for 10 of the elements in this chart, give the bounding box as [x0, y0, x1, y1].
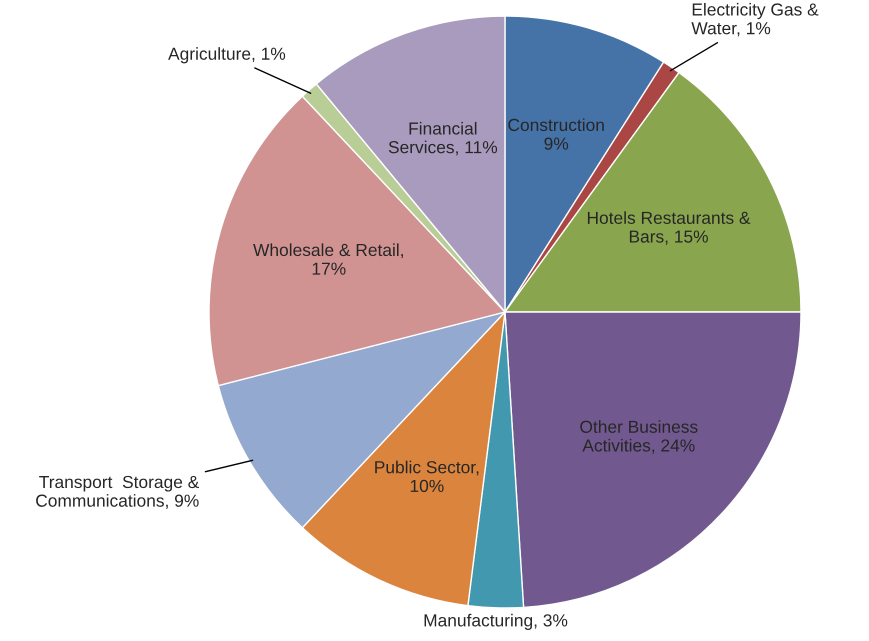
slice-label: Hotels Restaurants & Bars, 15%: [588, 211, 750, 245]
slice-label: Public Sector, 10%: [375, 460, 478, 492]
slice-label: Electricity Gas & Water, 1%: [691, 2, 818, 36]
slice-label: Financial Services, 11%: [388, 122, 498, 156]
slice-label: Manufacturing, 3%: [424, 614, 568, 630]
slice-label: Wholesale & Retail, 17%: [253, 243, 403, 275]
slice-label: Transport Storage & Communications, 9%: [36, 476, 200, 509]
slice-label: Agriculture, 1%: [168, 47, 286, 64]
slice-label: Other Business Activities, 24%: [580, 420, 698, 454]
slice-label: Construction 9%: [508, 118, 604, 150]
